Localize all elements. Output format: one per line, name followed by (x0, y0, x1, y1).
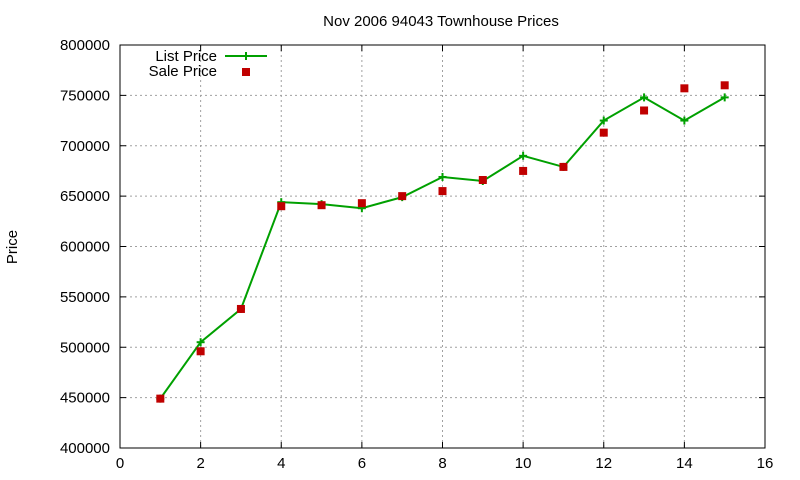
legend-marker-list-price (242, 52, 250, 60)
series-line-list-price (159, 96, 726, 400)
data-point-list-price (438, 172, 447, 181)
data-point-list-price (599, 116, 608, 125)
data-point-sale-price (559, 162, 568, 171)
axis-ticks: 0 2 4 6 8 10 12 14 16 400000 450000 500000 550000 600… (60, 37, 773, 472)
y-axis-label: Price (4, 230, 21, 264)
x-tick-label: 6 (358, 455, 366, 472)
y-tick-label: 650000 (60, 188, 110, 205)
data-point-sale-price (236, 304, 245, 313)
data-point-sale-price (398, 192, 407, 201)
y-tick-label: 400000 (60, 440, 110, 457)
y-tick-label: 750000 (60, 87, 110, 104)
data-point-sale-price (519, 166, 528, 175)
x-tick-label: 10 (515, 455, 532, 472)
legend-label-sale-price: Sale Price (149, 63, 217, 80)
data-point-sale-price (438, 187, 447, 196)
x-tick-label: 14 (676, 455, 693, 472)
x-tick-label: 4 (277, 455, 285, 472)
data-point-sale-price (720, 81, 729, 90)
data-point-sale-price (599, 128, 608, 137)
data-point-sale-price (680, 84, 689, 93)
data-point-list-price (519, 151, 528, 160)
y-tick-label: 800000 (60, 37, 110, 54)
data-point-list-price (720, 93, 729, 102)
y-tick-label: 700000 (60, 138, 110, 155)
y-tick-label: 500000 (60, 339, 110, 356)
x-tick-label: 16 (757, 455, 774, 472)
data-point-sale-price (357, 199, 366, 208)
x-tick-label: 2 (196, 455, 204, 472)
x-tick-label: 8 (438, 455, 446, 472)
data-point-sale-price (277, 202, 286, 211)
data-point-list-price (680, 116, 689, 125)
y-tick-label: 600000 (60, 239, 110, 256)
y-tick-label: 450000 (60, 390, 110, 407)
data-point-sale-price (156, 394, 165, 403)
x-tick-label: 12 (595, 455, 612, 472)
grid (120, 45, 765, 448)
legend-marker-sale-price (242, 68, 250, 76)
legend-label-list-price: List Price (155, 48, 217, 65)
data-point-list-price (196, 338, 205, 347)
data-point-sale-price (640, 106, 649, 115)
data-point-sale-price (196, 347, 205, 356)
x-tick-label: 0 (116, 455, 124, 472)
y-tick-label: 550000 (60, 289, 110, 306)
chart-title: Nov 2006 94043 Townhouse Prices (323, 13, 559, 30)
data-point-sale-price (317, 201, 326, 210)
data-point-list-price (640, 93, 649, 102)
series-layer (156, 81, 729, 403)
legend: List Price Sale Price (149, 48, 267, 80)
data-point-sale-price (478, 176, 487, 185)
